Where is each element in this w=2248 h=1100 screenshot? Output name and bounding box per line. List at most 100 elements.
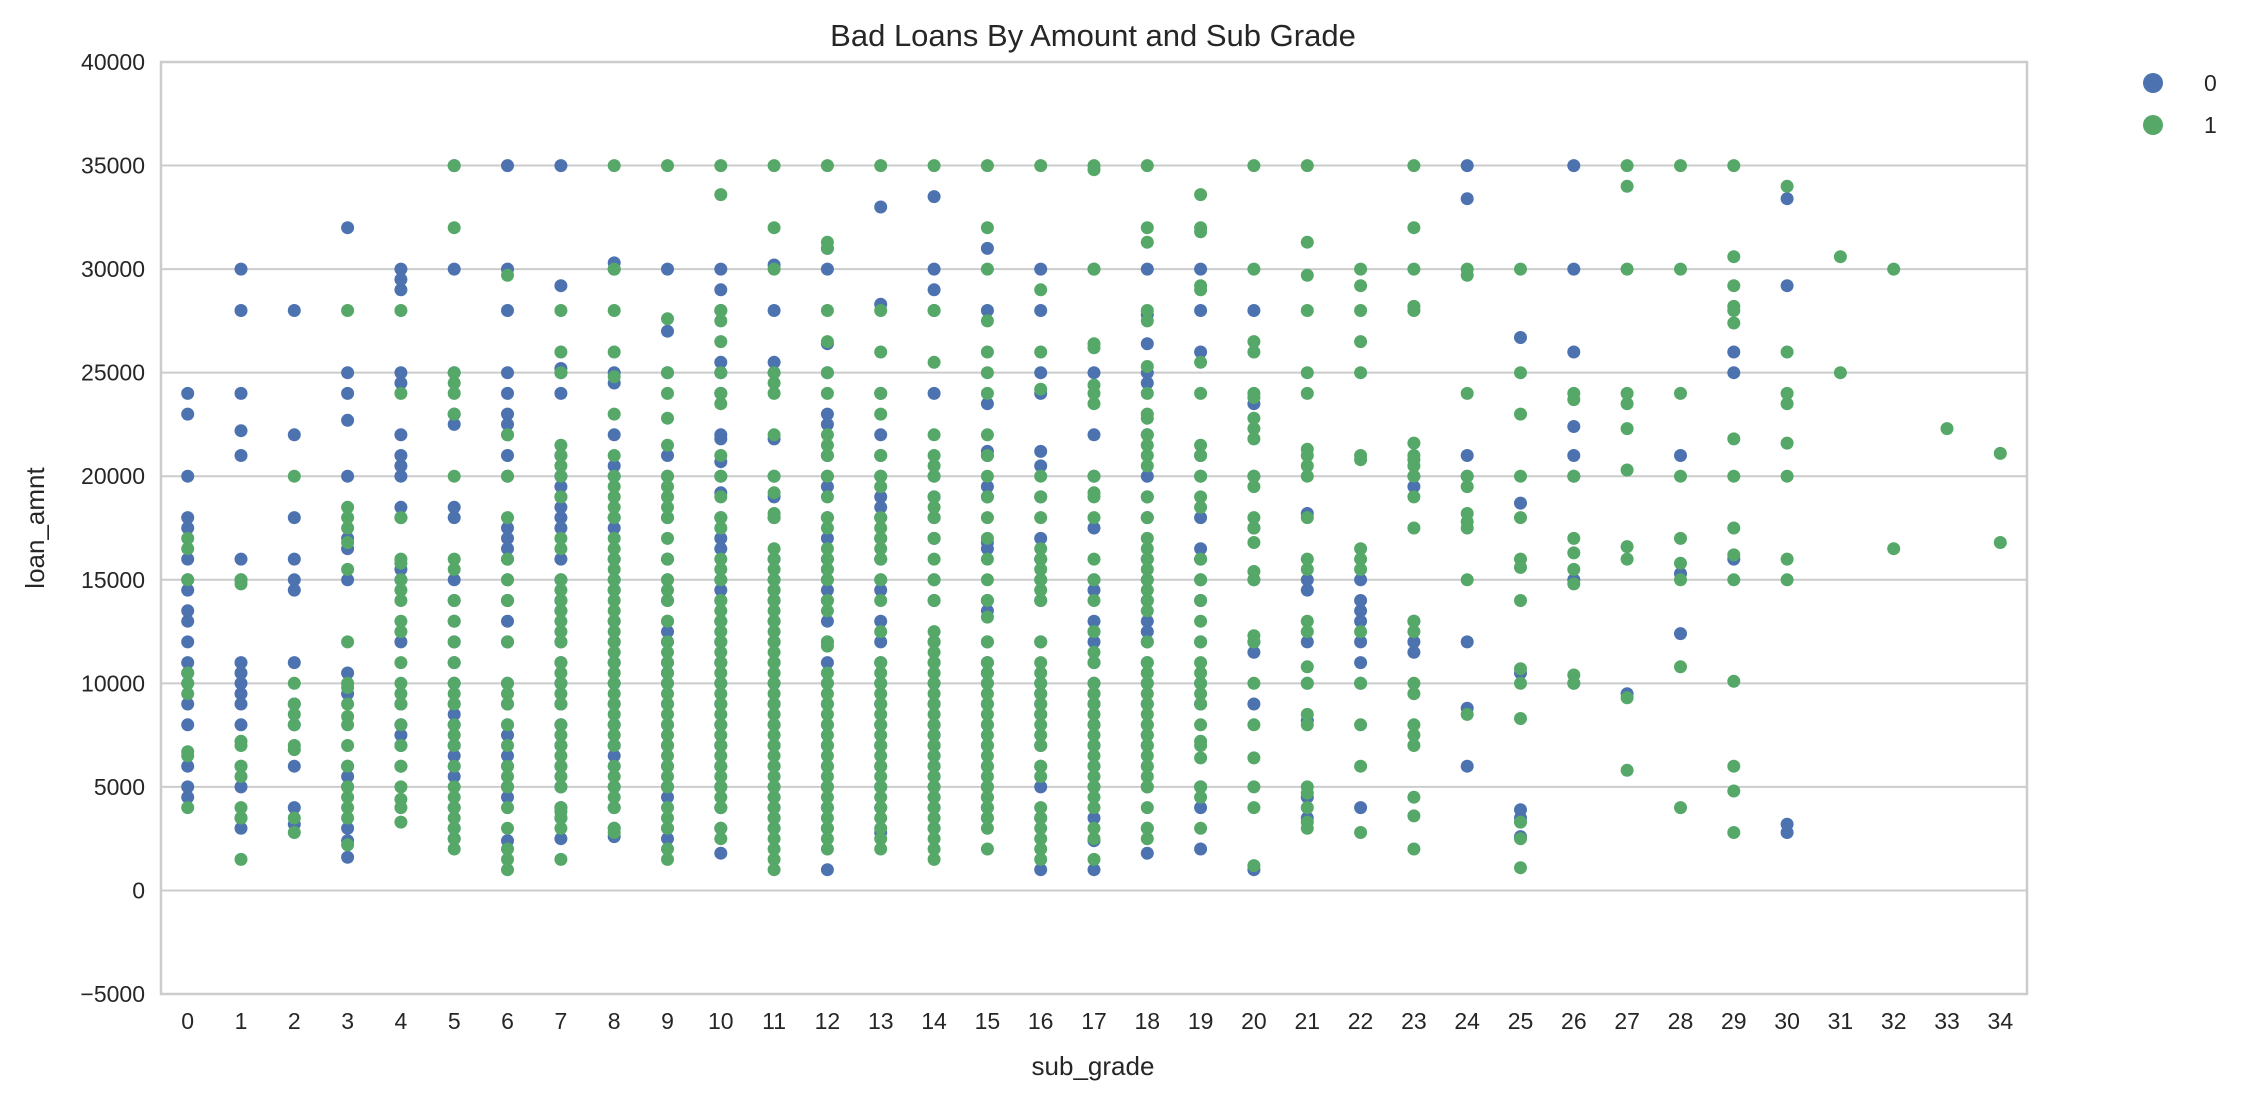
data-point (714, 728, 728, 742)
data-point (1514, 832, 1527, 846)
data-point (1567, 393, 1581, 407)
data-point (980, 469, 994, 483)
data-point (820, 428, 834, 442)
data-point (181, 676, 195, 690)
data-point (341, 536, 355, 549)
data-point (714, 573, 728, 587)
data-point (501, 428, 514, 442)
data-point (1514, 366, 1527, 380)
data-point (341, 681, 355, 694)
data-point (714, 511, 728, 525)
data-point (234, 449, 248, 462)
data-point (1034, 832, 1048, 846)
data-point (447, 417, 461, 431)
data-point (1034, 469, 1048, 483)
data-point (394, 376, 408, 390)
data-point (394, 614, 408, 628)
data-point (1034, 382, 1048, 396)
data-point (767, 304, 781, 317)
data-point (767, 573, 781, 587)
data-point (1354, 604, 1368, 618)
data-point (661, 583, 674, 597)
data-point (181, 583, 195, 597)
data-point (820, 511, 834, 525)
data-point (714, 846, 728, 860)
data-point (1087, 469, 1101, 483)
data-point (661, 573, 674, 587)
data-point (1460, 707, 1474, 721)
data-point (607, 407, 621, 421)
data-point (820, 614, 834, 628)
data-point (1727, 759, 1741, 773)
y-axis-ticks: −5000 0 5000 10000 15000 20000 25000 30000 35000… (80, 49, 145, 1007)
data-point (820, 780, 834, 794)
data-point (1780, 573, 1794, 587)
data-point (714, 625, 728, 639)
data-point (714, 614, 728, 628)
x-tick-label: 24 (1454, 1008, 1480, 1034)
data-point (927, 728, 941, 742)
data-point (1514, 560, 1527, 574)
data-point (501, 366, 514, 380)
data-point (394, 635, 408, 649)
data-point (767, 759, 781, 773)
data-point (234, 676, 248, 690)
x-tick-label: 14 (921, 1008, 947, 1034)
data-point (554, 511, 568, 525)
data-point (874, 386, 888, 400)
data-point (1034, 531, 1048, 545)
data-point (1034, 687, 1048, 701)
data-point (661, 728, 674, 742)
data-point (1354, 594, 1368, 607)
data-point (1407, 521, 1421, 535)
data-point (554, 780, 568, 794)
data-point (1993, 446, 2007, 460)
data-point (394, 687, 408, 701)
data-point (1300, 235, 1314, 249)
data-point (1300, 786, 1314, 800)
data-point (287, 826, 301, 839)
data-point (661, 159, 674, 173)
data-point (1354, 304, 1368, 317)
data-point (554, 687, 568, 701)
data-point (234, 770, 248, 783)
data-point (1780, 436, 1794, 450)
x-tick-label: 11 (762, 1008, 786, 1034)
data-point (1247, 635, 1261, 649)
data-point (1140, 428, 1154, 442)
data-point (1407, 469, 1421, 483)
data-point (181, 604, 195, 618)
y-tick-label: 10000 (81, 670, 145, 696)
data-point (1087, 386, 1101, 400)
data-point (1087, 790, 1101, 804)
data-point (1140, 832, 1154, 846)
data-point (767, 366, 781, 380)
data-point (1567, 531, 1581, 545)
data-point (1034, 676, 1048, 690)
data-point (501, 449, 514, 462)
data-point (980, 842, 994, 856)
x-tick-label: 5 (448, 1008, 461, 1034)
data-point (341, 221, 355, 235)
data-point (1460, 480, 1474, 494)
data-point (1140, 235, 1154, 249)
data-point (767, 552, 781, 566)
data-point (181, 552, 195, 566)
data-point (1140, 376, 1154, 390)
data-point (874, 480, 888, 494)
data-point (1674, 469, 1687, 483)
data-point (1140, 707, 1154, 721)
data-point (1780, 826, 1794, 839)
data-point (607, 500, 621, 514)
data-point (980, 687, 994, 701)
data-point (1354, 573, 1368, 587)
data-point (767, 428, 781, 442)
data-point (1674, 531, 1687, 545)
data-point (927, 283, 941, 297)
data-point (341, 821, 355, 835)
data-point (1140, 337, 1154, 351)
data-point (767, 635, 781, 649)
data-point (234, 801, 248, 815)
data-point (1034, 304, 1048, 317)
data-point (1087, 811, 1101, 825)
